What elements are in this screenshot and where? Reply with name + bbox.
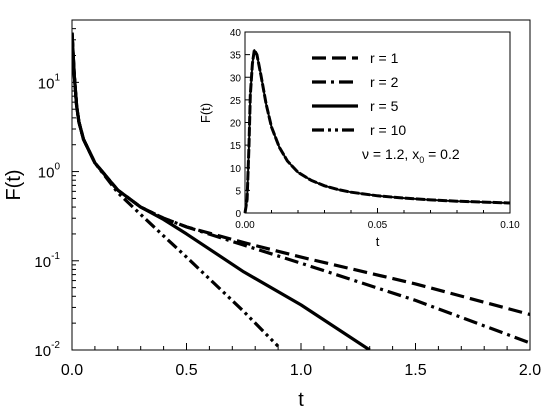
inset-x-tick-label: 0.05 [368, 220, 388, 231]
legend-entry-2: r = 2 [370, 74, 399, 90]
y-tick-exp: 1 [54, 72, 60, 83]
y-tick-base: 10 [38, 165, 55, 182]
y-tick-exp: -2 [51, 340, 60, 351]
y-tick-base: 10 [34, 254, 51, 271]
y-tick-exp: 0 [54, 162, 60, 173]
y-axis-label: F(t) [3, 169, 25, 200]
x-axis-label: t [298, 389, 304, 411]
legend-entry-3: r = 5 [370, 98, 399, 114]
inset-y-tick-label: 10 [230, 164, 242, 175]
series-line-4 [72, 32, 280, 348]
inset-x-tick-label: 0.00 [235, 220, 255, 231]
y-tick-base: 10 [38, 75, 55, 92]
x-tick-label: 0.5 [175, 362, 197, 379]
inset-x-axis-label: t [376, 234, 380, 249]
inset-frame [244, 31, 511, 214]
inset-series-line [244, 49, 511, 214]
y-tick-exp: -1 [51, 251, 60, 262]
inset-y-tick-label: 40 [230, 28, 242, 39]
inset-y-tick-label: 5 [235, 186, 241, 197]
y-tick-base: 10 [34, 343, 51, 360]
inset-y-tick-label: 25 [230, 96, 242, 107]
x-tick-label: 0.0 [61, 362, 83, 379]
series-line-3 [72, 32, 371, 350]
inset-chart: 0.00 0.05 0.10 0 5 10 15 20 25 30 35 40 t F(t) r = 1 r … [198, 28, 520, 249]
x-tick-label: 1.0 [290, 362, 312, 379]
annotation-sub: 0 [419, 155, 424, 165]
inset-y-tick-label: 35 [230, 51, 242, 62]
inset-y-tick-label: 30 [230, 73, 242, 84]
legend-entry-1: r = 1 [370, 50, 399, 66]
inset-y-tick-label: 0 [235, 209, 241, 220]
annotation-nu: ν = 1.2, x [362, 146, 419, 162]
inset-y-tick-label: 15 [230, 141, 242, 152]
legend-annotation: ν = 1.2, x0 = 0.2 [362, 146, 460, 165]
y-tick-label: 100 [38, 162, 61, 182]
legend-entry-4: r = 10 [370, 122, 406, 138]
y-tick-label: 101 [38, 72, 61, 92]
y-tick-label: 10-1 [34, 251, 60, 271]
inset-y-axis-label: F(t) [198, 103, 213, 123]
x-tick-label: 2.0 [519, 362, 541, 379]
annotation-rest: = 0.2 [424, 146, 460, 162]
y-tick-label: 10-2 [34, 340, 60, 360]
inset-x-tick-label: 0.10 [500, 220, 520, 231]
inset-y-tick-label: 20 [230, 119, 242, 130]
x-tick-label: 1.5 [404, 362, 426, 379]
